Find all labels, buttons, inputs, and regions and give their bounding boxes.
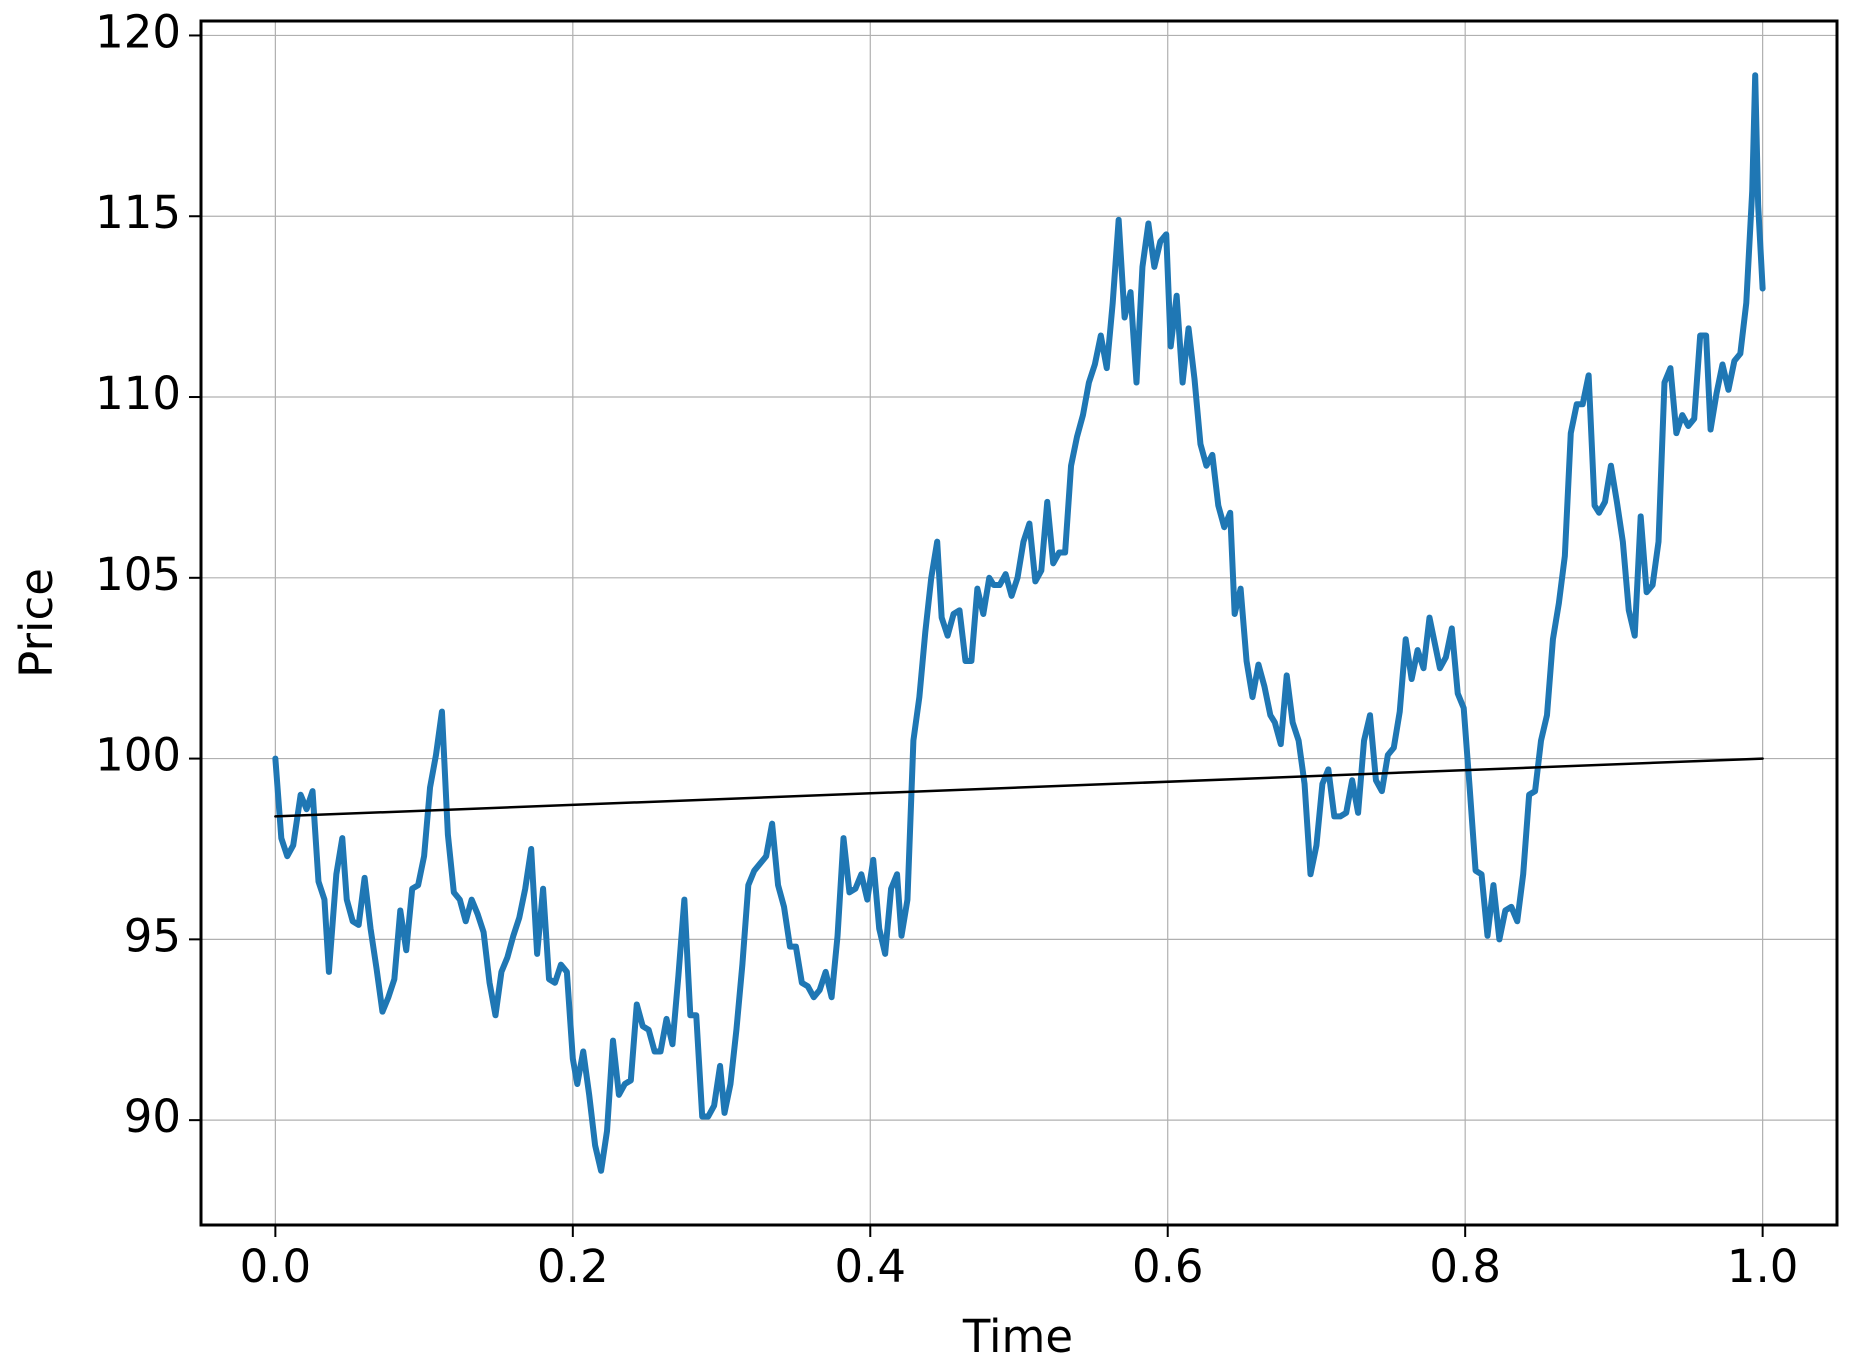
x-tick-label: 0.2 [537,1240,609,1293]
y-tick-label: 120 [95,5,181,58]
y-tick-label: 110 [95,367,181,420]
line-series [274,757,1764,818]
x-tick-label: 0.8 [1429,1240,1501,1293]
y-tick-label: 115 [95,186,181,239]
x-tick-label: 0.4 [834,1240,906,1293]
x-axis-label: Time [962,1310,1073,1363]
x-tick-label: 0.0 [240,1240,312,1293]
line-series [272,72,1766,1174]
plot-frame [199,19,1839,1227]
x-tick-label: 1.0 [1727,1240,1799,1293]
y-tick-label: 90 [124,1090,181,1143]
y-tick-label: 105 [95,548,181,601]
y-tick-label: 100 [95,729,181,782]
y-tick-label: 95 [124,909,181,962]
y-axis-label: Price [10,568,63,678]
x-tick-label: 0.6 [1132,1240,1204,1293]
